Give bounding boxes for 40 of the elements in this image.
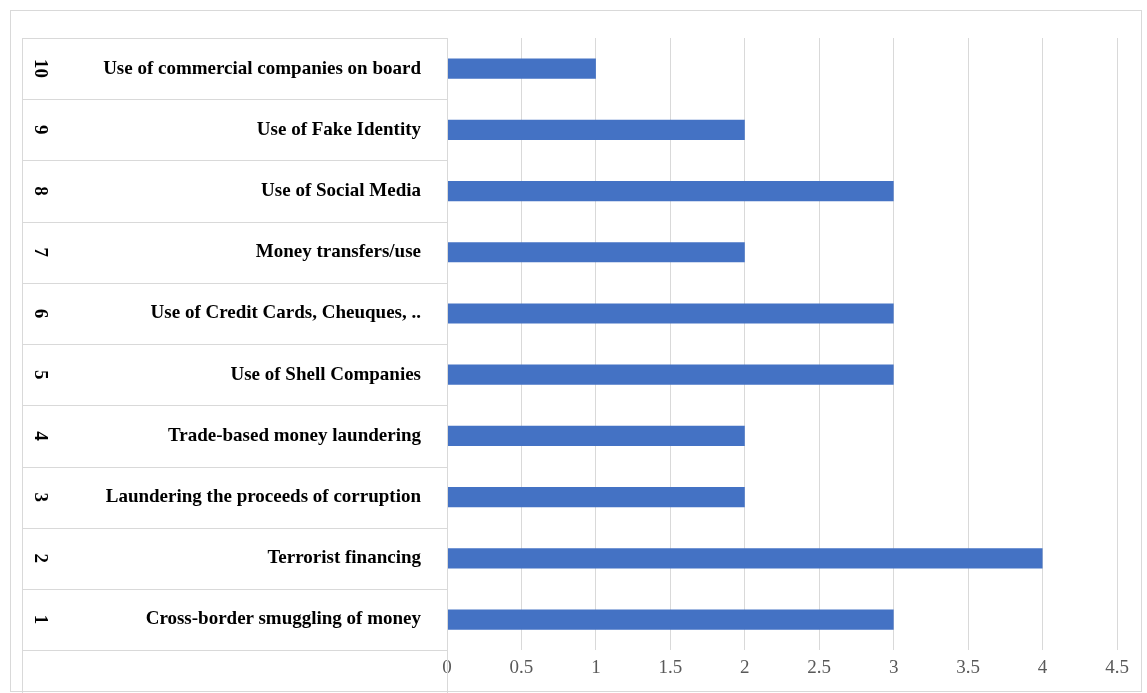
y-tick-label: Money transfers/use bbox=[255, 240, 421, 262]
x-tick-label: 1.5 bbox=[658, 655, 683, 677]
bar bbox=[447, 119, 745, 140]
y-tick-label: Cross-border smuggling of money bbox=[145, 607, 422, 629]
text: 4 bbox=[31, 431, 53, 442]
y-tick-label: Use of Social Media bbox=[261, 178, 422, 200]
x-tick-label: 3.5 bbox=[956, 655, 980, 677]
y-tick-label: Use of Shell Companies bbox=[230, 362, 421, 384]
text: 6 bbox=[31, 308, 53, 319]
text: 7 bbox=[31, 247, 53, 258]
bar bbox=[447, 487, 745, 508]
x-tick-label: 2.5 bbox=[807, 655, 832, 677]
x-tick-label: 1 bbox=[591, 655, 601, 677]
text: 10 bbox=[31, 59, 53, 79]
bar bbox=[447, 364, 894, 385]
x-tick-label: 0 bbox=[442, 655, 452, 677]
x-tick-label: 0.5 bbox=[509, 655, 534, 677]
bar bbox=[447, 303, 894, 324]
x-tick-label: 3 bbox=[888, 655, 899, 677]
y-tick-label: Use of commercial companies on board bbox=[103, 56, 422, 78]
y-tick-label: Use of Fake Identity bbox=[256, 117, 422, 139]
bar bbox=[447, 180, 894, 202]
y-tick-label: Terrorist financing bbox=[267, 546, 422, 568]
bar bbox=[447, 609, 894, 630]
text: 1 bbox=[31, 614, 53, 625]
text: 5 bbox=[31, 369, 53, 380]
x-tick-label: 4 bbox=[1037, 655, 1048, 677]
y-tick-label: Trade-based money laundering bbox=[167, 423, 422, 445]
y-tick-label: Laundering the proceeds of corruption bbox=[105, 485, 422, 507]
text: 2 bbox=[31, 553, 53, 564]
bar bbox=[447, 242, 745, 263]
bar bbox=[447, 425, 745, 447]
bar bbox=[447, 548, 1043, 569]
x-tick-label: 4.5 bbox=[1105, 655, 1129, 677]
x-tick-label: 2 bbox=[740, 655, 750, 677]
text: 3 bbox=[31, 492, 53, 502]
bar bbox=[447, 58, 596, 79]
y-tick-label: Use of Credit Cards, Cheuques, .. bbox=[150, 301, 421, 323]
text: 9 bbox=[31, 125, 53, 135]
text: 8 bbox=[31, 186, 53, 196]
